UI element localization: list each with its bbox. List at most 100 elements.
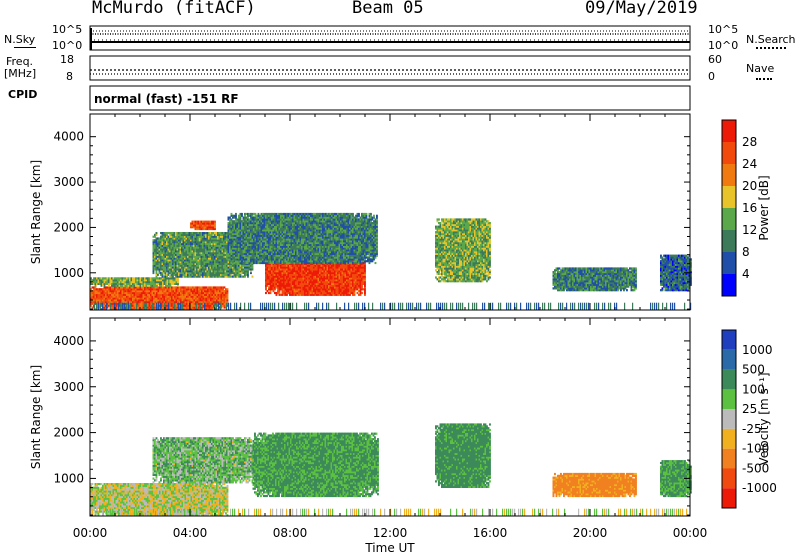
power-cell — [157, 300, 160, 304]
power-cell — [172, 293, 175, 296]
power-cell — [170, 271, 173, 275]
power-cell — [353, 270, 356, 273]
power-cell — [147, 279, 149, 282]
power-cell — [169, 288, 172, 291]
power-cell — [356, 271, 359, 275]
power-cell — [194, 270, 197, 273]
power-cell — [328, 286, 330, 289]
power-cell — [275, 279, 278, 282]
power-cell — [223, 293, 226, 296]
power-cell — [292, 268, 294, 271]
power-cell — [268, 275, 270, 278]
power-cell — [341, 277, 344, 280]
power-cell — [227, 229, 230, 232]
power-cell — [290, 293, 293, 296]
power-cell — [271, 281, 273, 284]
power-cell — [168, 291, 170, 295]
power-cell — [206, 246, 209, 249]
power-cell — [135, 291, 137, 295]
power-cell — [307, 270, 309, 273]
power-cell — [177, 304, 179, 307]
power-cell — [200, 246, 203, 249]
power-cell — [265, 266, 267, 269]
power-cell — [150, 291, 152, 295]
power-cell — [218, 251, 221, 255]
power-cell — [191, 255, 194, 258]
power-cell — [232, 259, 234, 262]
power-cell — [226, 233, 228, 236]
power-cell — [120, 281, 122, 284]
power-cell — [179, 250, 182, 253]
power-cell — [188, 270, 191, 273]
power-cell — [226, 290, 229, 293]
power-cell — [347, 286, 350, 289]
power-cell — [187, 246, 189, 249]
power-cell — [160, 262, 162, 265]
power-cell — [350, 284, 353, 287]
power-cell — [304, 266, 306, 269]
power-cell — [158, 270, 161, 273]
power-cell — [239, 216, 242, 219]
power-cell — [144, 300, 146, 304]
power-cell — [210, 297, 212, 300]
power-cell — [298, 271, 300, 275]
power-cell — [214, 300, 217, 304]
power-cell — [295, 281, 297, 284]
power-cell — [210, 286, 212, 289]
power-cell — [307, 291, 309, 295]
power-cell — [227, 227, 230, 230]
power-cell — [187, 300, 190, 304]
power-cell — [132, 286, 134, 289]
power-cell — [108, 290, 110, 293]
power-cell — [114, 277, 116, 280]
power-cell — [112, 306, 115, 309]
power-cell — [209, 220, 212, 223]
nsearch-label: N.Search — [746, 33, 796, 46]
nave-tick-low: 0 — [708, 70, 715, 83]
power-cell — [99, 304, 101, 307]
power-cell — [358, 264, 360, 267]
power-cell — [212, 261, 215, 264]
power-cell — [287, 282, 290, 285]
power-cell — [213, 304, 215, 307]
power-cell — [227, 240, 230, 243]
power-cell — [364, 277, 366, 280]
power-cell — [111, 281, 113, 284]
power-cell — [328, 284, 330, 287]
power-cell — [239, 220, 242, 223]
power-cell — [184, 250, 186, 253]
power-cell — [90, 300, 92, 304]
power-cell — [130, 300, 133, 304]
power-cell — [195, 302, 197, 305]
power-cell — [175, 241, 177, 244]
power-cell — [238, 218, 240, 221]
power-cell — [212, 237, 215, 240]
power-cell — [205, 290, 208, 293]
power-cell — [197, 266, 200, 269]
power-cell — [224, 239, 227, 242]
power-cell — [226, 261, 228, 264]
power-cell — [103, 284, 106, 287]
power-cell — [165, 306, 167, 309]
power-cell — [150, 300, 152, 304]
power-cell — [356, 268, 359, 271]
power-cell — [163, 282, 166, 285]
power-cell — [216, 297, 218, 300]
power-cell — [199, 273, 201, 276]
power-cell — [199, 220, 201, 223]
power-cell — [157, 264, 159, 267]
power-cell — [151, 297, 154, 300]
power-cell — [230, 220, 233, 223]
power-cell — [226, 239, 228, 242]
power-cell — [204, 300, 206, 304]
power-cell — [166, 257, 168, 260]
power-cell — [162, 277, 164, 280]
power-cell — [266, 277, 269, 280]
power-cell — [314, 264, 317, 267]
power-cell — [160, 304, 163, 307]
power-cell — [343, 286, 345, 289]
power-cell — [99, 293, 101, 296]
power-cell — [227, 249, 230, 252]
power-cell — [100, 299, 103, 302]
power-cell — [139, 300, 142, 304]
